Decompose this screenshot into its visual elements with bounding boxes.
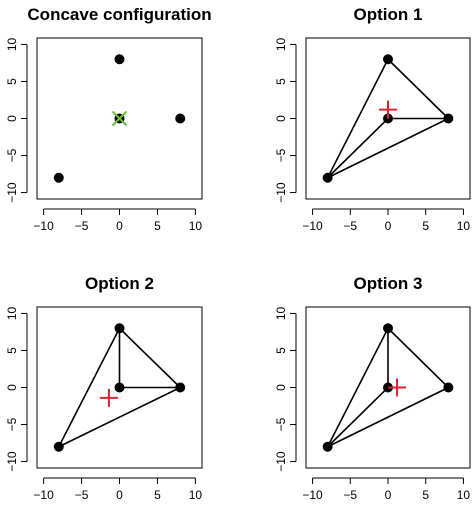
x-tick-label: 10 [457,488,471,502]
y-tick-label: −5 [5,417,19,431]
x-tick-label: 5 [422,219,429,233]
x-tick-label: 0 [385,219,392,233]
data-point [114,382,125,393]
data-point [383,382,393,393]
plot-box [36,37,203,200]
y-tick-label: −10 [5,182,19,203]
data-point [53,172,64,183]
x-tick-label: 5 [154,219,161,233]
y-tick-label: 5 [274,347,288,354]
centroid-plus-marker [388,378,407,397]
data-point [443,382,454,393]
y-tick-label: 0 [5,384,19,391]
data-point [175,113,186,124]
y-tick-label: 5 [5,347,19,354]
x-tick-label: −10 [302,219,323,233]
data-point [53,441,64,452]
x-tick-label: 0 [116,488,123,502]
centroid-plus-marker [379,100,397,119]
y-tick-label: 5 [274,78,288,85]
panel-3: Option 2 −10 −5 0 5 10 −10 −5 0 5 10 [5,274,203,502]
y-tick-label: 10 [5,37,19,51]
data-point [114,323,125,334]
data-point [383,54,393,65]
y-tick-label: 5 [5,78,19,85]
triangle [326,327,450,448]
plot-box [305,306,471,469]
x-tick-label: 0 [116,219,123,233]
triangle [326,58,450,179]
y-tick-label: 10 [5,306,19,320]
y-tick-label: −5 [274,148,288,162]
panel-title: Concave configuration [27,5,211,24]
y-tick-label: 0 [274,115,288,122]
x-tick-label: −5 [343,488,357,502]
panel-title: Option 2 [85,274,154,293]
y-tick-label: 10 [274,306,288,320]
triangle [57,327,182,448]
data-point [322,441,333,452]
y-tick-label: −10 [274,182,288,203]
x-tick-label: −5 [343,219,357,233]
x-tick-label: −5 [75,488,89,502]
panel-4: Option 3 −10 −5 0 5 10 −10 −5 0 5 10 [274,274,471,502]
panel-title: Option 1 [354,5,423,24]
y-tick-label: −10 [5,451,19,472]
plot-box [36,306,203,469]
x-tick-label: 10 [189,488,203,502]
panel-1: Concave configuration −10 −5 0 5 10 −10 −5 0 5 10 [5,5,212,233]
data-point [322,172,333,183]
x-tick-label: −10 [302,488,323,502]
y-tick-label: 10 [274,37,288,51]
y-tick-label: −10 [274,451,288,472]
y-tick-label: −5 [274,417,288,431]
marker-stroke [111,110,128,127]
x-tick-label: 0 [385,488,392,502]
data-point [114,54,125,65]
x-tick-label: 5 [422,488,429,502]
data-point [443,113,454,124]
x-tick-label: 5 [154,488,161,502]
panel-2: Option 1 −10 −5 0 5 10 −10 −5 0 5 10 [274,5,471,233]
x-tick-label: −10 [33,219,54,233]
data-point [175,382,186,393]
y-tick-label: 0 [5,115,19,122]
y-tick-label: −5 [5,148,19,162]
x-tick-label: −5 [75,219,89,233]
centroid-x-marker [111,110,128,127]
plot-box [305,37,471,200]
x-tick-label: 10 [457,219,471,233]
x-tick-label: 10 [189,219,203,233]
data-point [383,323,393,334]
panel-title: Option 3 [354,274,423,293]
centroid-plus-marker [99,388,118,407]
y-tick-label: 0 [274,384,288,391]
x-tick-label: −10 [33,488,54,502]
